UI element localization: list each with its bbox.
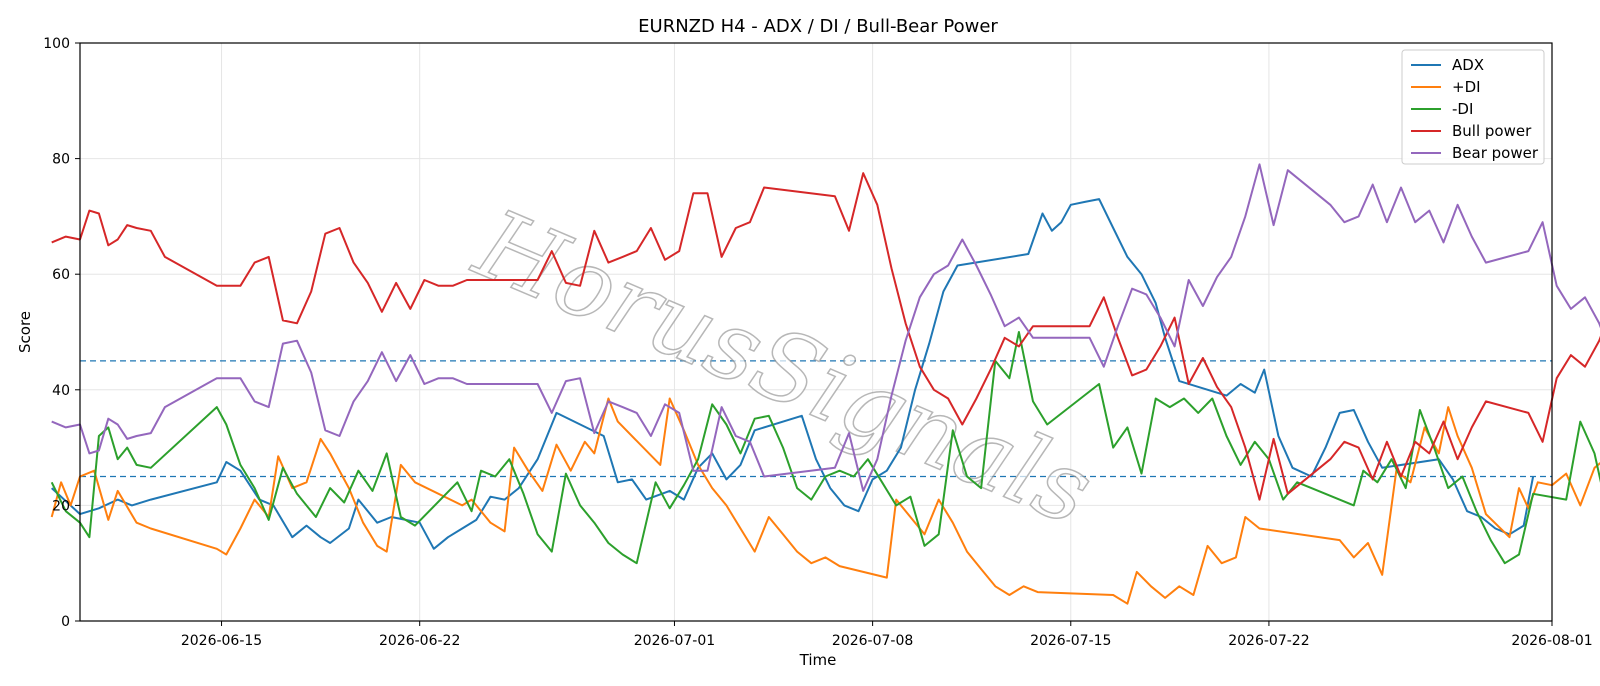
y-axis: 0 20 40 60 80 100 bbox=[43, 36, 80, 630]
legend-label: +DI bbox=[1452, 78, 1481, 96]
x-axis: 2026-06-15 2026-06-22 2026-07-01 2026-07-08… bbox=[181, 621, 1593, 649]
legend-label: Bear power bbox=[1452, 144, 1539, 162]
x-tick-label: 2026-07-01 bbox=[634, 633, 715, 649]
x-tick-label: 2026-08-01 bbox=[1511, 633, 1592, 649]
legend-label: -DI bbox=[1452, 100, 1473, 118]
x-tick-label: 2026-07-08 bbox=[832, 633, 913, 649]
y-axis-title: Score bbox=[16, 311, 34, 353]
y-tick-label: 40 bbox=[52, 383, 70, 399]
x-axis-title: Time bbox=[799, 651, 837, 669]
legend-label: ADX bbox=[1452, 56, 1484, 74]
chart-title: EURNZD H4 - ADX / DI / Bull-Bear Power bbox=[638, 16, 998, 37]
y-tick-label: 20 bbox=[52, 498, 70, 514]
series-line-bear-power bbox=[51, 163, 1600, 492]
y-tick-label: 100 bbox=[43, 36, 70, 52]
y-tick-label: 0 bbox=[61, 614, 70, 630]
x-tick-label: 2026-07-22 bbox=[1228, 633, 1309, 649]
threshold-lines bbox=[80, 360, 1552, 478]
x-tick-label: 2026-07-15 bbox=[1030, 633, 1111, 649]
series-lines bbox=[50, 163, 1600, 605]
series-line-di bbox=[50, 397, 1600, 605]
y-tick-label: 60 bbox=[52, 267, 70, 283]
legend: ADX +DI -DI Bull power Bear power bbox=[1401, 49, 1545, 165]
legend-box bbox=[1401, 49, 1545, 165]
legend-label: Bull power bbox=[1452, 122, 1532, 140]
x-tick-label: 2026-06-22 bbox=[379, 633, 460, 649]
series-line-di bbox=[50, 331, 1600, 565]
series-line-adx bbox=[51, 198, 1535, 550]
plot-frame bbox=[79, 42, 1553, 622]
y-tick-label: 80 bbox=[52, 152, 70, 168]
x-tick-label: 2026-06-15 bbox=[181, 633, 262, 649]
series-line-bull-power bbox=[51, 172, 1600, 501]
grid bbox=[80, 42, 1553, 622]
